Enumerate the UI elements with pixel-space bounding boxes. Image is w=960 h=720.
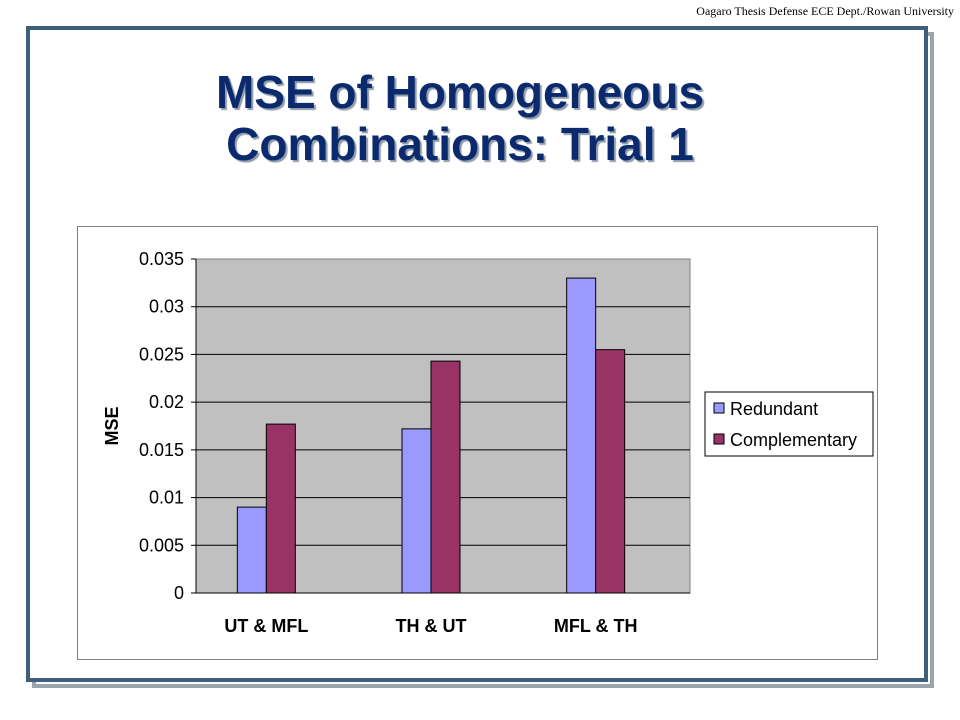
legend: Redundant Complementary [704, 391, 874, 457]
legend-swatch-redundant [713, 402, 725, 414]
x-axis-labels: UT & MFL TH & UT MFL & TH [224, 616, 637, 636]
y-tick-label: 0.01 [149, 488, 184, 508]
chart-container: 0 0.005 0.01 0.015 0.02 0.025 0.03 0.035 UT & M… [77, 226, 878, 660]
y-tick-label: 0.015 [139, 440, 184, 460]
y-tick-label: 0.02 [149, 392, 184, 412]
legend-swatch-complementary [713, 433, 725, 445]
y-tick-label: 0.025 [139, 344, 184, 364]
x-category-label: MFL & TH [554, 616, 638, 636]
bar-complementary-1 [430, 360, 461, 594]
x-category-label: TH & UT [396, 616, 467, 636]
y-tick-label: 0.03 [149, 297, 184, 317]
bar-redundant-0 [236, 506, 267, 594]
y-tick-label: 0.035 [139, 249, 184, 269]
bar-chart: 0 0.005 0.01 0.015 0.02 0.025 0.03 0.035 UT & M… [102, 249, 874, 636]
bars [236, 277, 626, 594]
bar-complementary-0 [265, 423, 296, 594]
bar-complementary-2 [595, 349, 626, 594]
slide-title: MSE of Homogeneous Combinations: Trial 1 [60, 66, 860, 170]
slide-header-text: Oagaro Thesis Defense ECE Dept./Rowan Un… [696, 4, 954, 18]
slide-title-line-2: Combinations: Trial 1 [226, 118, 694, 170]
y-axis-title: MSE [102, 406, 122, 445]
bar-redundant-1 [401, 428, 432, 594]
y-axis-ticks: 0 0.005 0.01 0.015 0.02 0.025 0.03 0.035 [139, 249, 690, 603]
bar-redundant-2 [566, 277, 597, 594]
x-category-label: UT & MFL [224, 616, 308, 636]
y-tick-label: 0 [174, 583, 184, 603]
legend-label-complementary: Complementary [730, 430, 857, 450]
legend-label-redundant: Redundant [730, 399, 818, 419]
y-tick-label: 0.005 [139, 535, 184, 555]
slide-title-line-1: MSE of Homogeneous [215, 66, 705, 118]
legend-box [704, 391, 874, 457]
